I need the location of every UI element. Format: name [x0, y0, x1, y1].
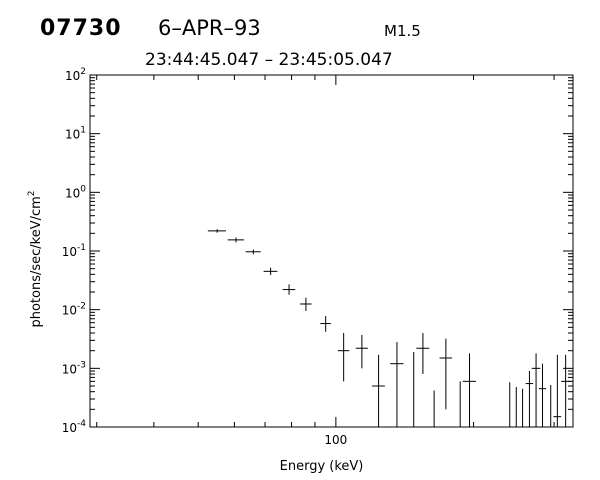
y-tick-label: 10-3 — [62, 360, 86, 376]
y-tick-label: 10-2 — [62, 302, 86, 318]
x-axis-title: Energy (keV) — [280, 459, 364, 474]
event-id: 07730 — [40, 16, 122, 41]
y-tick-label: 101 — [65, 126, 86, 142]
flare-class: M1.5 — [384, 22, 421, 40]
y-tick-label: 102 — [65, 67, 86, 83]
y-tick-label: 10-1 — [62, 243, 86, 259]
plot-frame — [89, 74, 574, 428]
x-tick-label: 100 — [324, 433, 347, 447]
event-date: 6–APR–93 — [158, 16, 261, 40]
time-range: 23:44:45.047 – 23:45:05.047 — [145, 50, 393, 70]
y-axis-title: photons/sec/keV/cm2 — [27, 190, 44, 327]
y-tick-label: 100 — [65, 184, 86, 200]
y-tick-label: 10-4 — [62, 419, 87, 435]
